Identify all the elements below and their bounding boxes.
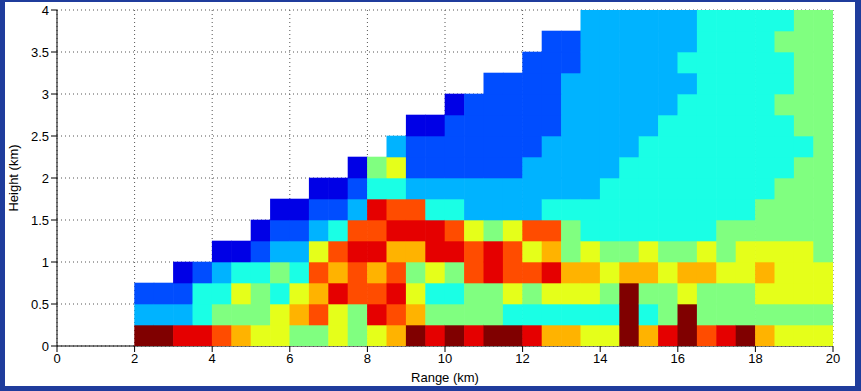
svg-text:3.5: 3.5 xyxy=(31,45,49,60)
svg-text:0: 0 xyxy=(53,351,60,366)
svg-text:1.5: 1.5 xyxy=(31,213,49,228)
svg-text:14: 14 xyxy=(593,351,607,366)
svg-text:8: 8 xyxy=(364,351,371,366)
svg-text:Range (km): Range (km) xyxy=(411,370,479,385)
svg-text:18: 18 xyxy=(748,351,762,366)
svg-text:6: 6 xyxy=(286,351,293,366)
svg-text:12: 12 xyxy=(515,351,529,366)
svg-text:Height (km): Height (km) xyxy=(6,144,21,211)
svg-text:4: 4 xyxy=(209,351,216,366)
svg-text:16: 16 xyxy=(671,351,685,366)
svg-text:3: 3 xyxy=(42,87,49,102)
svg-text:2: 2 xyxy=(131,351,138,366)
svg-text:20: 20 xyxy=(826,351,840,366)
svg-text:2: 2 xyxy=(42,171,49,186)
svg-text:2.5: 2.5 xyxy=(31,129,49,144)
svg-text:4: 4 xyxy=(42,3,49,18)
svg-text:1: 1 xyxy=(42,255,49,270)
svg-text:0.5: 0.5 xyxy=(31,297,49,312)
svg-text:0: 0 xyxy=(42,339,49,354)
svg-text:10: 10 xyxy=(438,351,452,366)
